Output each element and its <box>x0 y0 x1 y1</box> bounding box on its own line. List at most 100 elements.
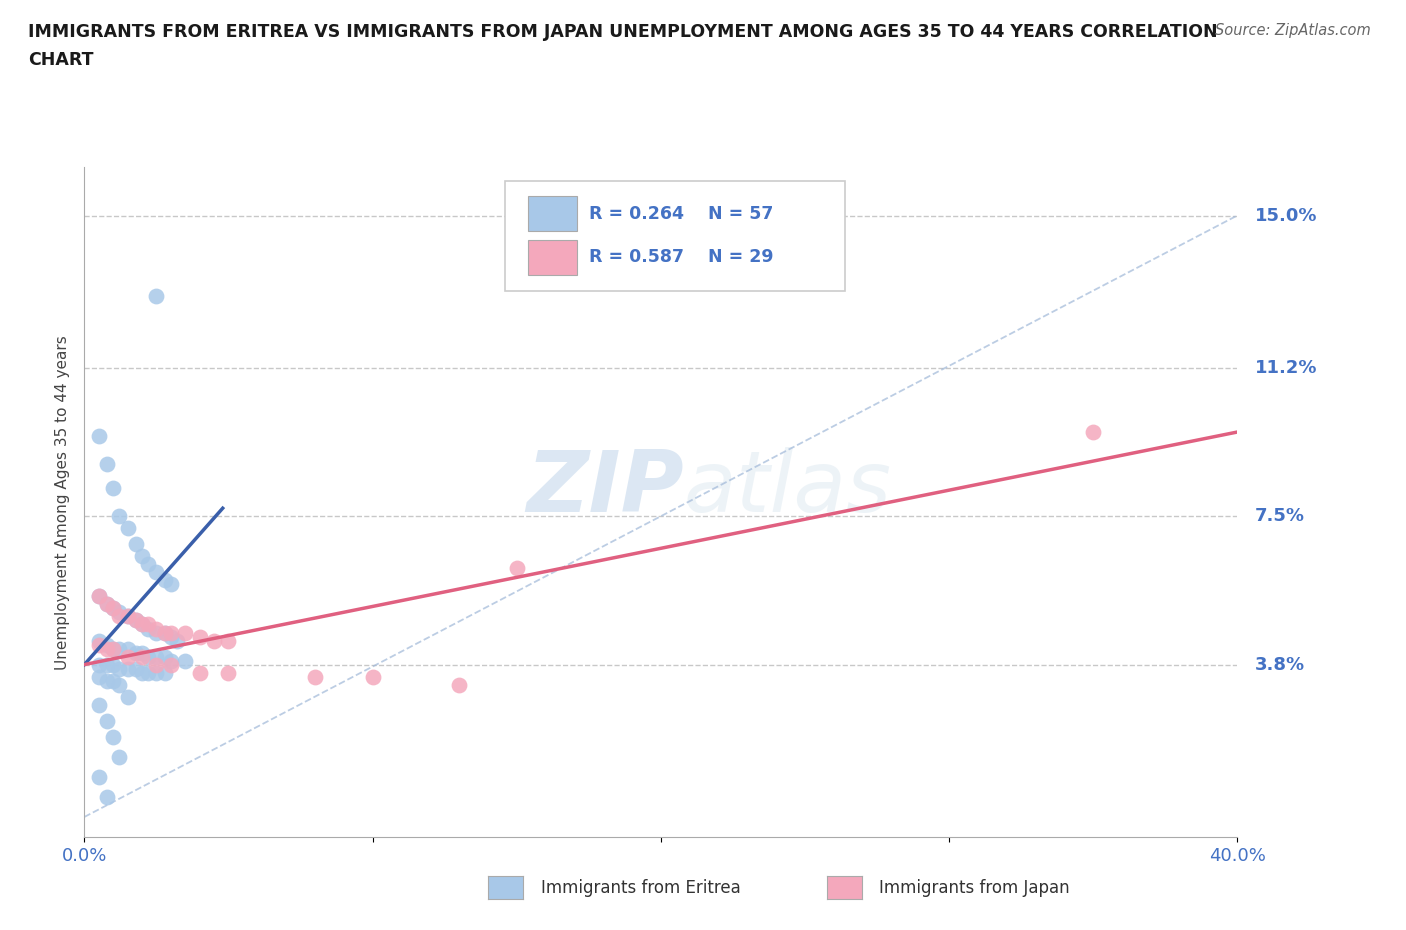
Point <box>136 665 159 680</box>
Point <box>153 625 176 640</box>
Point <box>87 769 110 784</box>
Point <box>125 537 148 551</box>
Point <box>96 597 118 612</box>
Point <box>87 670 110 684</box>
Y-axis label: Unemployment Among Ages 35 to 44 years: Unemployment Among Ages 35 to 44 years <box>55 335 70 670</box>
Point <box>160 577 183 591</box>
Point <box>131 649 153 664</box>
Point <box>202 633 225 648</box>
Point <box>145 658 167 672</box>
Point <box>166 633 188 648</box>
Point <box>96 658 118 672</box>
Text: atlas: atlas <box>683 447 891 530</box>
Point <box>117 641 139 656</box>
Point <box>87 633 110 648</box>
Point <box>506 561 529 576</box>
Point <box>145 621 167 636</box>
Point <box>131 549 153 564</box>
Point <box>145 288 167 303</box>
Point <box>87 589 110 604</box>
Point <box>145 625 167 640</box>
Text: R = 0.264    N = 57: R = 0.264 N = 57 <box>589 205 773 222</box>
Point <box>217 665 239 680</box>
Point <box>103 658 124 672</box>
Point <box>87 698 110 712</box>
Point <box>447 677 470 692</box>
Point <box>87 589 110 604</box>
Bar <box>529 240 576 274</box>
Point <box>103 601 124 616</box>
Point <box>117 609 139 624</box>
Point <box>103 729 124 744</box>
Point <box>131 617 153 631</box>
Point <box>108 750 131 764</box>
Text: CHART: CHART <box>28 51 94 69</box>
Point <box>160 625 183 640</box>
Point <box>103 673 124 688</box>
Point <box>174 625 197 640</box>
Point <box>131 645 153 660</box>
Point <box>131 617 153 631</box>
Point <box>125 613 148 628</box>
Point <box>131 665 153 680</box>
Point <box>96 457 118 472</box>
Point <box>1081 425 1104 440</box>
Point <box>136 621 159 636</box>
Point <box>125 613 148 628</box>
Point <box>145 565 167 579</box>
Point <box>160 658 183 672</box>
Point <box>361 670 384 684</box>
Point <box>217 633 239 648</box>
Point <box>103 641 124 656</box>
Point <box>87 429 110 444</box>
Text: 11.2%: 11.2% <box>1254 359 1317 377</box>
Point <box>174 653 197 668</box>
Point <box>108 677 131 692</box>
Point <box>125 645 148 660</box>
Text: Immigrants from Eritrea: Immigrants from Eritrea <box>541 879 741 897</box>
Text: ZIP: ZIP <box>526 447 683 530</box>
Point <box>96 597 118 612</box>
Point <box>125 661 148 676</box>
Point <box>108 509 131 524</box>
Point <box>103 601 124 616</box>
Point <box>96 790 118 804</box>
Point <box>188 665 211 680</box>
Point <box>136 617 159 631</box>
Point <box>153 573 176 588</box>
Point <box>153 665 176 680</box>
Point <box>117 689 139 704</box>
Point <box>145 665 167 680</box>
Point <box>108 641 131 656</box>
Point <box>160 653 183 668</box>
Point <box>136 649 159 664</box>
Point <box>96 637 118 652</box>
Point <box>117 609 139 624</box>
Point <box>96 673 118 688</box>
Text: 3.8%: 3.8% <box>1254 656 1305 673</box>
Point <box>103 481 124 496</box>
Point <box>160 629 183 644</box>
Text: Source: ZipAtlas.com: Source: ZipAtlas.com <box>1215 23 1371 38</box>
Point <box>153 649 176 664</box>
Point <box>108 609 131 624</box>
Point <box>96 641 118 656</box>
Point <box>103 641 124 656</box>
Text: IMMIGRANTS FROM ERITREA VS IMMIGRANTS FROM JAPAN UNEMPLOYMENT AMONG AGES 35 TO 4: IMMIGRANTS FROM ERITREA VS IMMIGRANTS FR… <box>28 23 1218 41</box>
Point <box>87 637 110 652</box>
Point <box>108 661 131 676</box>
Point <box>96 713 118 728</box>
Point <box>188 629 211 644</box>
Point <box>117 661 139 676</box>
Point <box>87 658 110 672</box>
Text: Immigrants from Japan: Immigrants from Japan <box>879 879 1070 897</box>
Point <box>304 670 326 684</box>
FancyBboxPatch shape <box>505 180 845 291</box>
Point <box>108 605 131 620</box>
Text: 15.0%: 15.0% <box>1254 206 1317 224</box>
Point <box>145 649 167 664</box>
Bar <box>529 196 576 231</box>
Point <box>153 625 176 640</box>
Text: R = 0.587    N = 29: R = 0.587 N = 29 <box>589 248 773 266</box>
Point <box>117 649 139 664</box>
